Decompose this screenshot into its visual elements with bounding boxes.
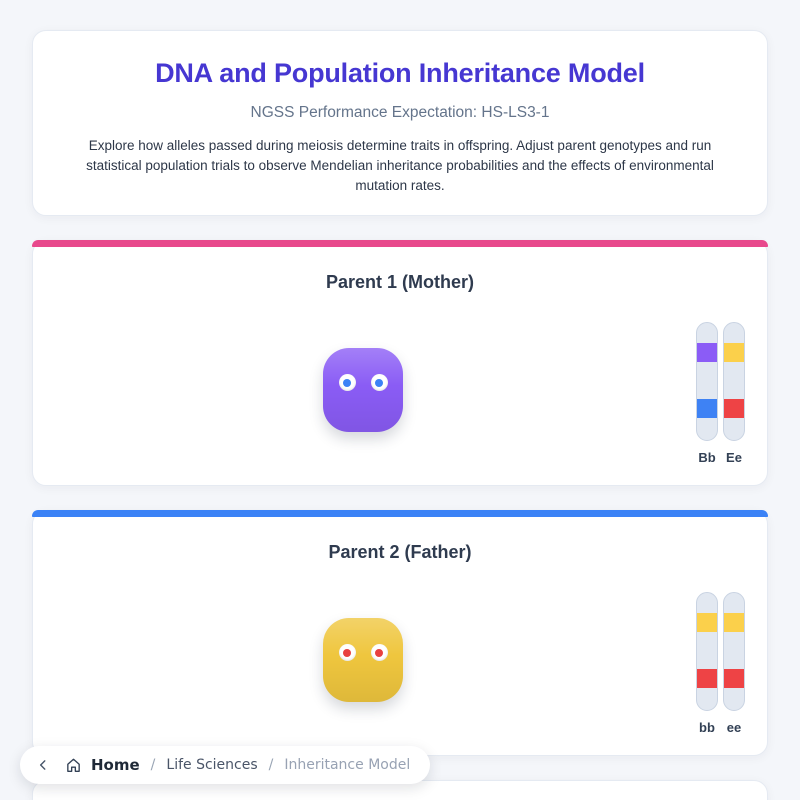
- chromosome-pill[interactable]: [723, 322, 745, 441]
- parent-2-title: Parent 2 (Father): [328, 542, 472, 562]
- parent-2-accent-bar: [32, 510, 768, 517]
- breadcrumb-item-life-sciences[interactable]: Life Sciences: [166, 757, 258, 773]
- parent-1-title: Parent 1 (Mother): [325, 272, 475, 292]
- allele-band: [697, 343, 717, 362]
- allele-band: [724, 669, 744, 688]
- allele-band: [724, 613, 744, 632]
- allele-band: [724, 399, 744, 418]
- parent-2-creature-avatar[interactable]: [323, 618, 403, 702]
- parent-1-chromosomes: Bb Ee: [696, 322, 746, 465]
- chromosome-pill[interactable]: [696, 322, 718, 441]
- allele-band: [697, 399, 717, 418]
- genotype-label: ee: [726, 720, 742, 735]
- parent-1-card: Parent 1 (Mother) Bb Ee: [32, 240, 768, 486]
- back-chevron-icon[interactable]: [36, 758, 50, 772]
- parent-2-chromosomes: bb ee: [696, 592, 746, 735]
- genotype-label: Ee: [726, 450, 742, 465]
- allele-band: [724, 343, 744, 362]
- creature-right-eye-icon: [370, 374, 388, 391]
- parent-1-accent-bar: [32, 240, 768, 247]
- breadcrumb-separator: /: [268, 757, 274, 773]
- breadcrumb-item-home[interactable]: Home: [91, 756, 140, 774]
- genotype-label: bb: [699, 720, 715, 735]
- breadcrumb-separator: /: [150, 757, 156, 773]
- allele-band: [697, 669, 717, 688]
- breadcrumb-item-inheritance-model: Inheritance Model: [284, 757, 411, 773]
- chromosome-pill[interactable]: [696, 592, 718, 711]
- breadcrumb: Home / Life Sciences / Inheritance Model: [20, 746, 431, 784]
- chromosome-pill[interactable]: [723, 592, 745, 711]
- allele-band: [697, 613, 717, 632]
- creature-left-eye-icon: [338, 374, 356, 391]
- page-title: DNA and Population Inheritance Model: [155, 58, 645, 88]
- creature-left-eye-icon: [338, 644, 356, 661]
- page-description: Explore how alleles passed during meiosi…: [86, 138, 714, 193]
- page-subtitle: NGSS Performance Expectation: HS-LS3-1: [250, 104, 550, 121]
- genotype-label: Bb: [698, 450, 716, 465]
- header-card: DNA and Population Inheritance Model NGS…: [32, 30, 768, 216]
- creature-right-eye-icon: [370, 644, 388, 661]
- home-icon[interactable]: [65, 757, 82, 774]
- parent-1-creature-avatar[interactable]: [323, 348, 403, 432]
- parent-2-card: Parent 2 (Father) bb ee: [32, 510, 768, 756]
